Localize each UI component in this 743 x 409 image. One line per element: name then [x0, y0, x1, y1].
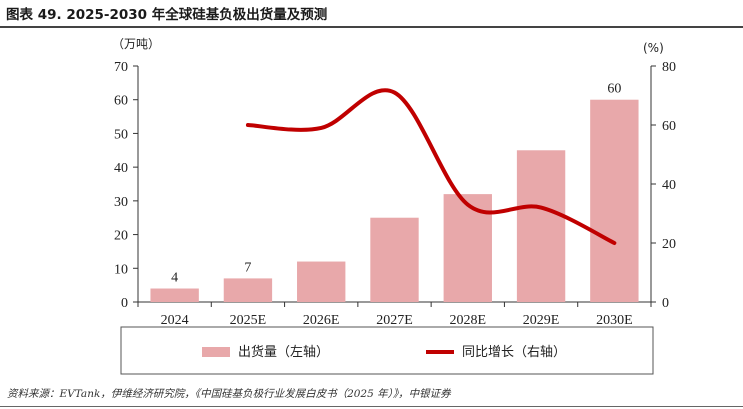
right-tick-label: 40: [662, 178, 676, 193]
bar-data-label: 60: [607, 82, 621, 97]
source-note: 资料来源：EVTank，伊维经济研究院，《中国硅基负极行业发展白皮书（2025 …: [7, 388, 451, 400]
left-tick-label: 10: [114, 262, 128, 277]
left-tick-label: 60: [114, 94, 128, 109]
bar: [516, 150, 566, 302]
right-axis-unit: (%): [643, 41, 664, 55]
bar: [223, 278, 273, 302]
bottom-divider: [0, 406, 743, 407]
left-tick-label: 30: [114, 195, 128, 210]
x-tick-label: 2025E: [230, 313, 267, 328]
x-tick-label: 2026E: [303, 313, 340, 328]
right-tick-label: 0: [662, 296, 669, 311]
legend-bar-label: 出货量（左轴）: [238, 344, 329, 360]
right-tick-label: 20: [662, 237, 676, 252]
bar: [297, 261, 346, 302]
bar: [150, 288, 199, 302]
bar: [370, 217, 419, 302]
x-tick-label: 2030E: [596, 313, 633, 328]
chart-title: 图表 49. 2025-2030 年全球硅基负极出货量及预测: [6, 7, 328, 23]
yoy-growth-line: [245, 88, 617, 245]
legend-bar-swatch: [202, 347, 230, 357]
bar-data-label: 7: [244, 260, 251, 275]
left-tick-label: 50: [114, 127, 128, 142]
legend-line-label: 同比增长（右轴）: [462, 345, 566, 360]
right-tick-label: 60: [662, 119, 676, 134]
x-tick-label: 2027E: [376, 313, 413, 328]
left-axis-unit: （万吨）: [112, 37, 160, 51]
x-tick-label: 2029E: [523, 313, 560, 328]
right-tick-label: 80: [662, 60, 676, 75]
left-tick-label: 70: [114, 60, 128, 75]
bar: [590, 99, 639, 302]
bar-data-label: 4: [171, 271, 178, 286]
x-tick-label: 2024: [161, 313, 189, 328]
left-tick-label: 20: [114, 229, 128, 244]
title-divider: [0, 26, 743, 28]
x-tick-label: 2028E: [450, 313, 487, 328]
left-tick-label: 40: [114, 161, 128, 176]
legend-box: [120, 326, 654, 375]
left-tick-label: 0: [121, 296, 128, 311]
